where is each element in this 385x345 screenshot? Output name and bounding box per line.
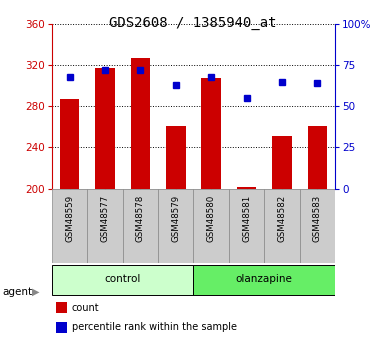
Text: GSM48559: GSM48559 [65, 195, 74, 242]
Text: agent: agent [2, 287, 32, 296]
Bar [272, 136, 291, 189]
Text: control: control [105, 275, 141, 285]
Text: GSM48582: GSM48582 [277, 195, 286, 242]
Bar [60, 99, 79, 189]
FancyBboxPatch shape [52, 189, 87, 263]
FancyBboxPatch shape [193, 189, 229, 263]
Bar [56, 302, 67, 313]
Bar [308, 126, 327, 189]
Bar [56, 322, 67, 333]
Text: GSM48578: GSM48578 [136, 195, 145, 242]
FancyBboxPatch shape [87, 189, 123, 263]
Text: ▶: ▶ [32, 287, 39, 296]
Text: GSM48579: GSM48579 [171, 195, 180, 242]
Text: GSM48580: GSM48580 [207, 195, 216, 242]
Text: percentile rank within the sample: percentile rank within the sample [72, 323, 237, 333]
Text: GDS2608 / 1385940_at: GDS2608 / 1385940_at [109, 16, 276, 30]
FancyBboxPatch shape [264, 189, 300, 263]
FancyBboxPatch shape [193, 265, 335, 295]
FancyBboxPatch shape [52, 265, 193, 295]
Bar [95, 68, 115, 189]
FancyBboxPatch shape [300, 189, 335, 263]
FancyBboxPatch shape [123, 189, 158, 263]
Bar [131, 58, 150, 189]
Bar [237, 187, 256, 189]
Text: GSM48581: GSM48581 [242, 195, 251, 242]
FancyBboxPatch shape [229, 189, 264, 263]
Text: GSM48583: GSM48583 [313, 195, 322, 242]
Bar [166, 126, 186, 189]
Text: GSM48577: GSM48577 [100, 195, 110, 242]
Text: olanzapine: olanzapine [236, 275, 293, 285]
FancyBboxPatch shape [158, 189, 193, 263]
Text: count: count [72, 303, 99, 313]
Bar [201, 78, 221, 189]
